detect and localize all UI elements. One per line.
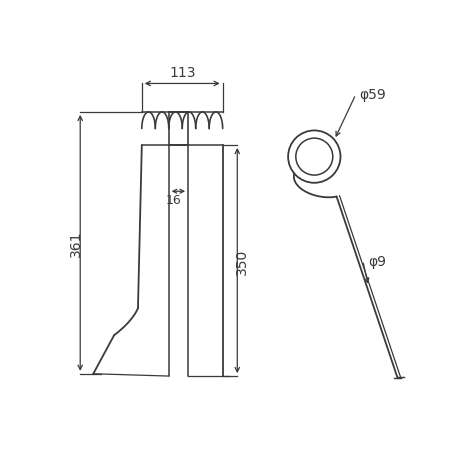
Text: φ9: φ9 [367,254,386,268]
Text: 350: 350 [235,248,248,274]
Text: 113: 113 [168,66,195,80]
Text: φ59: φ59 [358,88,385,102]
Text: 16: 16 [166,193,181,207]
Text: 361: 361 [68,230,83,257]
